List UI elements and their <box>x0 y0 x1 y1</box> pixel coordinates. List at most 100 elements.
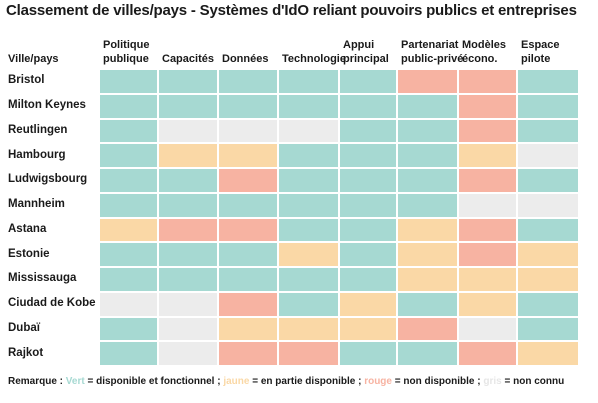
column-header-line: Appui <box>343 39 375 51</box>
heatmap-cell <box>219 268 277 291</box>
heatmap-cell <box>219 342 277 365</box>
heatmap-cell <box>279 70 338 93</box>
heatmap-cell <box>100 70 157 93</box>
heatmap-cell <box>219 94 277 118</box>
heatmap-cell <box>100 169 157 192</box>
heatmap-cell <box>459 243 516 266</box>
heatmap-cell <box>100 243 157 266</box>
heatmap-cell <box>159 243 217 266</box>
heatmap-cell <box>159 342 217 365</box>
heatmap-cell <box>518 317 578 341</box>
column-header-line: public-privé <box>401 53 464 65</box>
column-header-line: Espace <box>521 39 560 51</box>
row-header: Ville/pays <box>8 53 59 65</box>
heatmap-cell <box>159 193 217 217</box>
heatmap-cell <box>518 169 578 192</box>
heatmap-cell <box>159 94 217 118</box>
heatmap-cell <box>219 292 277 316</box>
column-header: Modèles écono. <box>462 38 506 66</box>
heatmap-cell <box>100 119 157 143</box>
heatmap-cell <box>340 317 396 341</box>
heatmap-cell <box>340 268 396 291</box>
heatmap-cell <box>340 70 396 93</box>
heatmap-cell <box>100 94 157 118</box>
heatmap-cell <box>159 292 217 316</box>
heatmap-cell <box>279 292 338 316</box>
legend-green-word: Vert <box>65 376 85 387</box>
column-header-line: Politique <box>103 39 150 51</box>
column-header: Données <box>222 52 268 66</box>
legend-note: Remarque : Vert = disponible et fonction… <box>8 376 564 387</box>
column-header-line: Technologie <box>282 53 346 65</box>
heatmap-cell <box>340 193 396 217</box>
heatmap-cell <box>159 70 217 93</box>
heatmap-cell <box>459 193 516 217</box>
legend-prefix: Remarque : <box>8 376 66 387</box>
heatmap-cell <box>398 144 457 167</box>
heatmap-cell <box>398 94 457 118</box>
heatmap-cell <box>459 169 516 192</box>
legend-green-text: = disponible et fonctionnel ; <box>84 376 224 387</box>
heatmap-cell <box>398 292 457 316</box>
heatmap-cell <box>398 119 457 143</box>
column-header: Appui principal <box>343 38 389 66</box>
heatmap-cell <box>459 218 516 242</box>
row-label: Hambourg <box>8 148 66 161</box>
heatmap-cell <box>398 193 457 217</box>
column-header-line: Données <box>222 53 269 65</box>
column-header: Espace pilote <box>521 38 560 66</box>
column-header-line: publique <box>103 53 149 65</box>
heatmap-cell <box>100 292 157 316</box>
heatmap-cell <box>398 169 457 192</box>
heatmap-cell <box>518 144 578 167</box>
row-label: Bristol <box>8 74 45 87</box>
heatmap-cell <box>279 193 338 217</box>
heatmap-cell <box>100 268 157 291</box>
heatmap-cell <box>518 243 578 266</box>
heatmap-cell <box>219 119 277 143</box>
heatmap-cell <box>398 218 457 242</box>
heatmap-cell <box>159 218 217 242</box>
heatmap-cell <box>518 193 578 217</box>
row-label: Milton Keynes <box>8 99 86 112</box>
legend-yellow-word: jaune <box>223 376 250 387</box>
heatmap-cell <box>518 119 578 143</box>
heatmap-cell <box>219 169 277 192</box>
heatmap-cell <box>219 70 277 93</box>
heatmap-cell <box>340 292 396 316</box>
heatmap-cell <box>518 94 578 118</box>
heatmap-cell <box>459 342 516 365</box>
row-label: Mannheim <box>8 198 65 211</box>
heatmap-cell <box>159 317 217 341</box>
heatmap-cell <box>100 342 157 365</box>
heatmap-cell <box>279 268 338 291</box>
row-label: Reutlingen <box>8 123 68 136</box>
column-header: Partenariat public-privé <box>401 38 463 66</box>
column-header: Politique publique <box>103 38 149 66</box>
row-label: Dubaï <box>8 321 40 334</box>
row-label: Estonie <box>8 247 50 260</box>
heatmap-cell <box>219 243 277 266</box>
row-label: Ciudad de Kobe <box>8 297 96 310</box>
heatmap-cell <box>279 94 338 118</box>
heatmap-cell <box>518 342 578 365</box>
heatmap-cell <box>159 268 217 291</box>
heatmap-cell <box>219 218 277 242</box>
legend-grey-word: gris <box>483 376 502 387</box>
heatmap-cell <box>340 94 396 118</box>
row-label: Astana <box>8 222 47 235</box>
heatmap-cell <box>219 317 277 341</box>
heatmap-cell <box>279 243 338 266</box>
row-label: Ludwigsbourg <box>8 173 88 186</box>
heatmap-cell <box>340 243 396 266</box>
column-header-line: Modèles <box>462 39 507 51</box>
column-header: Technologie <box>282 52 346 66</box>
heatmap-cell <box>398 70 457 93</box>
column-header-line: Partenariat <box>401 39 459 51</box>
heatmap-cell <box>459 317 516 341</box>
heatmap-cell <box>518 218 578 242</box>
heatmap-cell <box>459 119 516 143</box>
heatmap-cell <box>459 144 516 167</box>
heatmap-cell <box>100 317 157 341</box>
